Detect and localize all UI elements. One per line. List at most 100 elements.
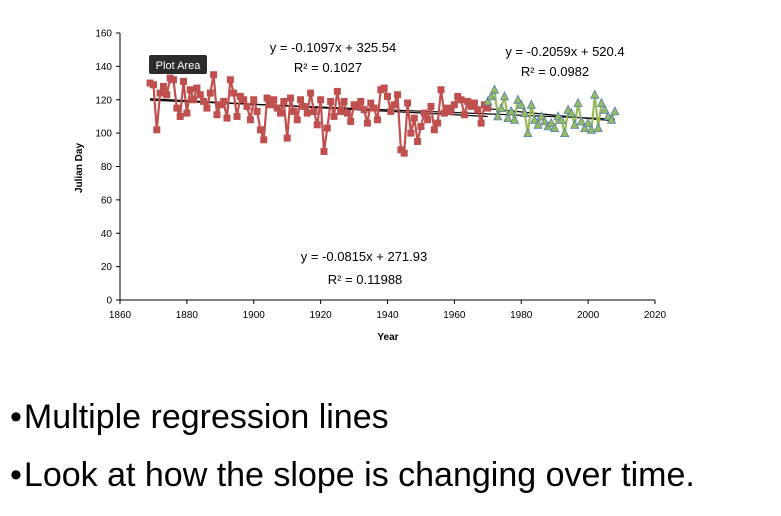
x-axis-label: Year	[377, 332, 398, 343]
data-point	[253, 107, 261, 115]
data-point	[163, 91, 171, 99]
data-point	[486, 91, 496, 101]
data-point	[404, 99, 412, 107]
data-point	[546, 117, 556, 127]
data-point	[394, 91, 402, 99]
data-point	[483, 96, 493, 106]
data-point	[156, 89, 164, 97]
data-point	[196, 91, 204, 99]
data-point	[460, 111, 468, 119]
bullet-item: •Multiple regression lines	[10, 388, 780, 446]
data-point	[509, 114, 520, 124]
data-point	[600, 104, 610, 114]
data-point	[420, 109, 428, 117]
data-point	[186, 86, 194, 94]
x-tick-label: 1920	[310, 310, 333, 321]
data-point	[493, 111, 503, 121]
data-point	[246, 116, 254, 124]
data-point	[496, 102, 506, 112]
data-point	[220, 97, 228, 105]
y-tick-label: 20	[101, 262, 113, 273]
data-point	[523, 127, 533, 138]
plot-area-tooltip: Plot Area	[149, 55, 207, 74]
data-point	[149, 81, 157, 89]
data-point	[173, 104, 181, 112]
data-point	[283, 134, 291, 142]
data-point	[297, 96, 305, 104]
y-tick-label: 120	[95, 95, 112, 106]
data-point	[357, 97, 365, 105]
x-tick-label: 1940	[376, 310, 399, 321]
data-point	[206, 89, 214, 97]
x-tick-label: 1960	[443, 310, 466, 321]
data-point	[200, 97, 208, 105]
data-point	[180, 77, 188, 85]
x-tick-label: 2020	[644, 310, 667, 321]
bullet-dot: •	[10, 456, 22, 494]
data-point	[437, 86, 445, 94]
data-point	[360, 106, 368, 114]
data-point	[230, 89, 238, 97]
data-point	[529, 114, 540, 124]
y-tick-label: 160	[95, 29, 112, 40]
x-tick-label: 2000	[577, 310, 600, 321]
chart: 0 20 40 60 80 100 120 140 160 1860 1880 1900 1920 194…	[74, 29, 667, 344]
series-0	[146, 71, 492, 157]
data-point	[499, 91, 510, 101]
data-point	[474, 106, 482, 114]
r2-red: R² = 0.1027	[294, 60, 362, 75]
data-point	[343, 109, 351, 117]
data-point	[333, 87, 341, 95]
data-point	[370, 104, 378, 112]
plot-area-tooltip-label: Plot Area	[156, 60, 202, 72]
data-point	[430, 126, 438, 134]
data-point	[407, 129, 415, 137]
data-point	[240, 96, 248, 104]
data-point	[576, 116, 587, 126]
data-point	[313, 121, 321, 129]
data-point	[450, 101, 458, 109]
data-point	[277, 109, 284, 117]
data-point	[287, 94, 295, 102]
y-axis-label: Julian Day	[74, 143, 85, 193]
data-point	[340, 97, 348, 105]
data-point	[440, 109, 448, 117]
y-tick-label: 100	[95, 129, 112, 140]
data-point	[387, 107, 395, 115]
data-point	[457, 96, 465, 104]
data-point	[307, 89, 315, 97]
data-point	[280, 97, 288, 105]
data-point	[363, 119, 371, 127]
data-point	[266, 101, 274, 109]
data-point	[310, 107, 318, 115]
data-point	[203, 104, 211, 112]
data-point	[526, 99, 536, 109]
data-point	[580, 122, 590, 133]
data-point	[243, 102, 251, 110]
data-point	[353, 102, 361, 110]
equation-all: y = -0.0815x + 271.93	[301, 249, 427, 264]
y-tick-label: 0	[106, 296, 112, 307]
data-point	[447, 107, 455, 115]
y-tick-label: 140	[95, 62, 112, 73]
data-point	[367, 99, 375, 107]
data-point	[303, 109, 311, 117]
axes: 0 20 40 60 80 100 120 140 160 1860 1880 1900 1920 194…	[95, 29, 666, 322]
data-point	[570, 119, 580, 129]
data-point	[470, 99, 478, 107]
bullet-text: Multiple regression lines	[23, 398, 389, 436]
y-tick-label: 40	[101, 229, 113, 240]
data-point	[424, 116, 432, 124]
data-point	[226, 76, 234, 84]
data-point	[566, 107, 577, 117]
data-point	[540, 116, 550, 126]
data-point	[536, 111, 546, 121]
data-point	[153, 126, 161, 134]
data-point	[410, 114, 418, 122]
data-point	[583, 117, 593, 127]
bullet-list: •Multiple regression lines •Look at how …	[10, 388, 780, 504]
data-point	[330, 112, 338, 120]
data-point	[159, 82, 167, 90]
data-point	[573, 97, 583, 107]
data-point	[373, 116, 381, 124]
